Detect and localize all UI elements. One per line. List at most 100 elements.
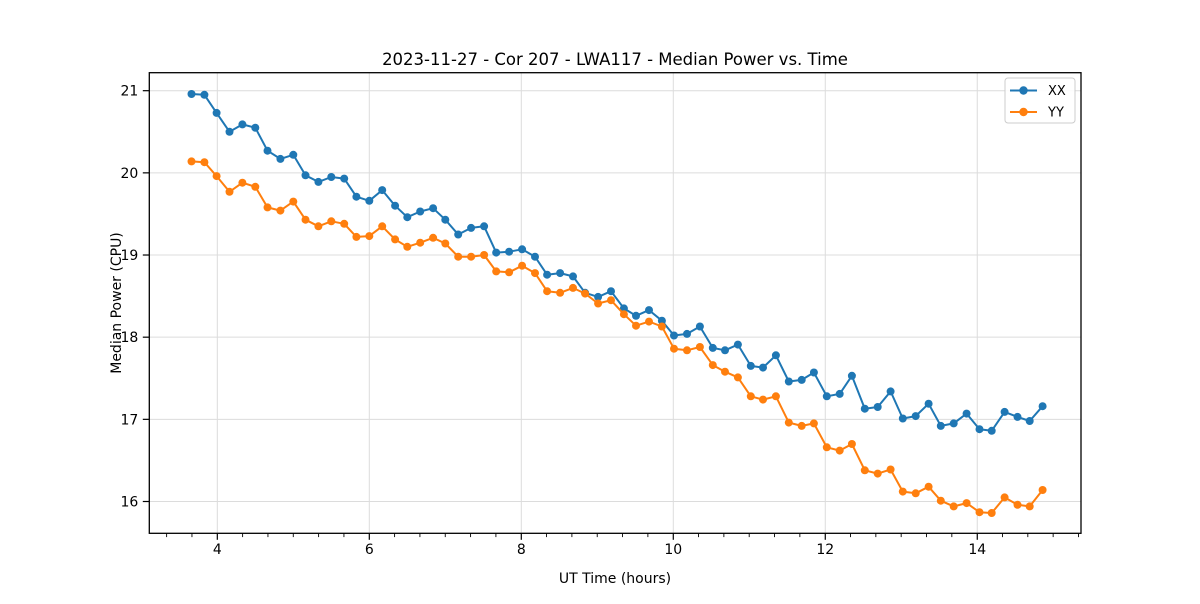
data-point-xx bbox=[429, 204, 438, 213]
legend-marker bbox=[1019, 107, 1028, 117]
y-tick-label: 20 bbox=[120, 166, 138, 182]
data-point-yy bbox=[607, 296, 615, 305]
data-point-xx bbox=[403, 213, 412, 222]
data-point-xx bbox=[200, 90, 209, 99]
data-point-xx bbox=[543, 270, 552, 279]
data-point-yy bbox=[784, 418, 793, 427]
data-point-xx bbox=[733, 340, 742, 349]
plot-border bbox=[148, 72, 1082, 534]
data-point-yy bbox=[1013, 500, 1022, 509]
data-point-yy bbox=[467, 252, 476, 261]
data-point-yy bbox=[569, 283, 577, 292]
data-point-yy bbox=[1025, 502, 1034, 511]
data-point-xx bbox=[809, 368, 818, 377]
data-point-yy bbox=[212, 172, 221, 181]
data-point-yy bbox=[962, 499, 971, 508]
series-xx-markers bbox=[187, 90, 1047, 435]
data-point-yy bbox=[987, 509, 996, 517]
data-point-yy bbox=[327, 217, 336, 226]
data-point-xx bbox=[607, 287, 615, 296]
data-point-yy bbox=[238, 178, 247, 187]
data-point-xx bbox=[441, 215, 450, 224]
legend: XX YY bbox=[1004, 77, 1076, 124]
chart-title: 2023-11-27 - Cor 207 - LWA117 - Median P… bbox=[382, 50, 848, 69]
data-point-yy bbox=[289, 197, 298, 206]
series-yy-markers bbox=[187, 157, 1047, 517]
data-point-xx bbox=[911, 412, 920, 421]
data-point-xx bbox=[416, 207, 425, 216]
data-point-yy bbox=[505, 268, 514, 277]
data-point-yy bbox=[1038, 486, 1047, 494]
data-point-yy bbox=[225, 187, 234, 196]
data-point-yy bbox=[441, 239, 450, 248]
data-point-xx bbox=[784, 377, 793, 386]
y-tick-label: 21 bbox=[120, 84, 138, 100]
data-point-xx bbox=[898, 414, 907, 423]
y-tick-label: 17 bbox=[120, 412, 138, 428]
data-point-yy bbox=[733, 373, 742, 382]
data-point-yy bbox=[365, 232, 374, 241]
data-point-xx bbox=[924, 399, 933, 408]
data-point-xx bbox=[301, 171, 310, 180]
data-point-yy bbox=[391, 235, 400, 244]
data-point-xx bbox=[556, 269, 565, 278]
data-point-yy bbox=[860, 466, 869, 475]
data-point-xx bbox=[822, 392, 831, 401]
series-group bbox=[187, 90, 1047, 517]
data-point-yy bbox=[835, 446, 844, 455]
data-point-yy bbox=[200, 158, 209, 167]
data-point-yy bbox=[721, 367, 729, 376]
data-point-yy bbox=[695, 343, 704, 351]
data-point-xx bbox=[391, 201, 400, 210]
data-point-xx bbox=[1025, 417, 1034, 425]
data-point-yy bbox=[429, 233, 438, 242]
data-point-yy bbox=[873, 469, 882, 478]
data-point-xx bbox=[454, 230, 463, 239]
data-point-yy bbox=[556, 288, 565, 297]
tick-labels: 4 6 8 10 12 14 16 17 18 19 20 21 bbox=[120, 84, 986, 558]
data-point-xx bbox=[531, 252, 539, 261]
data-point-yy bbox=[924, 482, 933, 491]
data-point-yy bbox=[809, 419, 818, 428]
data-point-xx bbox=[962, 409, 971, 418]
data-point-xx bbox=[860, 404, 869, 413]
data-point-xx bbox=[212, 108, 221, 117]
data-point-xx bbox=[987, 426, 996, 435]
data-point-xx bbox=[187, 90, 196, 98]
data-point-xx bbox=[276, 154, 285, 163]
data-point-yy bbox=[378, 222, 387, 231]
data-point-xx bbox=[505, 247, 514, 256]
data-point-yy bbox=[531, 269, 539, 278]
legend-marker bbox=[1019, 86, 1028, 95]
y-tick-label: 16 bbox=[120, 495, 138, 511]
data-point-xx bbox=[352, 192, 361, 201]
data-point-yy bbox=[632, 321, 640, 330]
axis-ticks bbox=[142, 90, 1079, 540]
data-point-xx bbox=[365, 196, 374, 205]
data-point-xx bbox=[238, 120, 247, 129]
data-point-yy bbox=[619, 310, 628, 319]
y-axis-label: Median Power (CPU) bbox=[109, 232, 125, 374]
data-point-xx bbox=[657, 316, 666, 325]
data-point-yy bbox=[416, 238, 425, 247]
data-point-yy bbox=[708, 361, 717, 370]
data-point-yy bbox=[1000, 493, 1009, 502]
data-point-yy bbox=[263, 203, 272, 212]
data-point-yy bbox=[543, 287, 552, 296]
data-point-yy bbox=[594, 299, 603, 308]
data-point-yy bbox=[518, 261, 527, 270]
data-point-xx bbox=[771, 351, 780, 360]
data-point-xx bbox=[683, 329, 691, 338]
data-point-xx bbox=[289, 150, 298, 159]
gridlines bbox=[149, 72, 1081, 534]
data-point-xx bbox=[619, 304, 628, 313]
data-point-xx bbox=[797, 375, 806, 384]
data-point-yy bbox=[251, 182, 260, 191]
data-point-xx bbox=[1038, 402, 1047, 411]
data-point-yy bbox=[187, 157, 196, 166]
data-point-xx bbox=[251, 123, 260, 132]
data-point-yy bbox=[886, 465, 895, 474]
data-point-xx bbox=[569, 272, 577, 281]
data-point-xx bbox=[759, 363, 767, 372]
